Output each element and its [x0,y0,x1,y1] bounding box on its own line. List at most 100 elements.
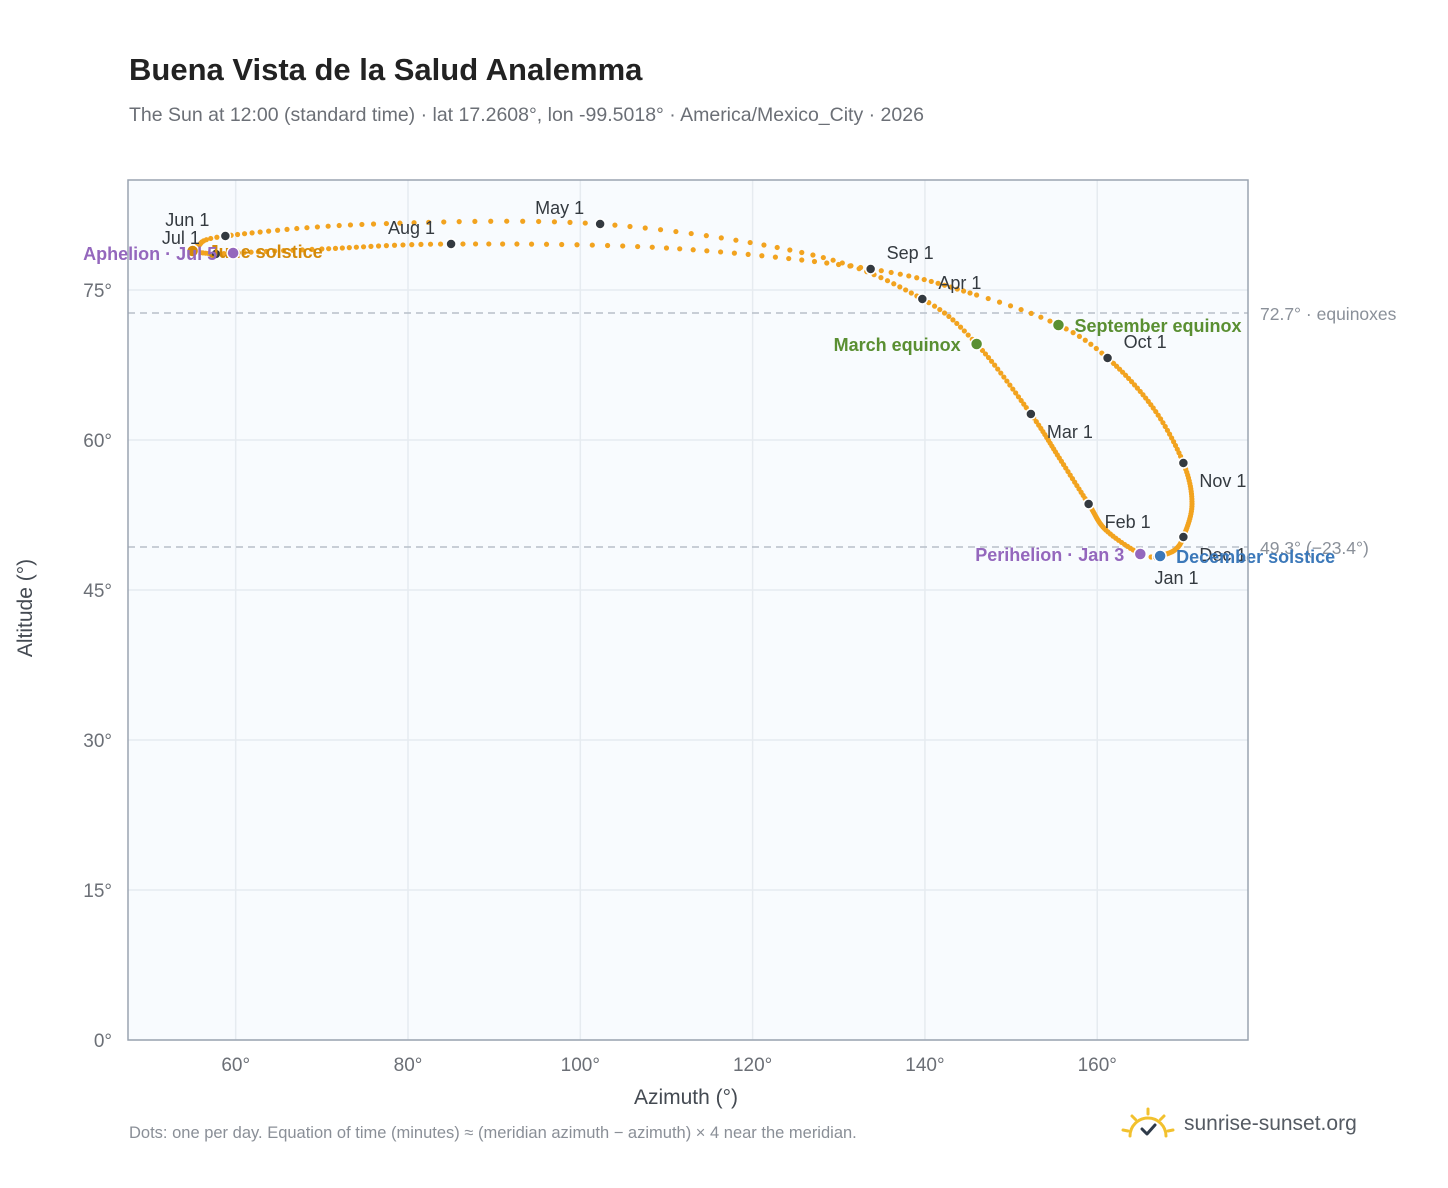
month-marker [1177,457,1190,469]
day-dot [1157,416,1164,422]
analemma-path [188,218,1195,560]
day-dot [1047,318,1053,324]
day-dot [620,243,626,249]
month-label: Aug 1 [388,218,435,238]
y-axis-label: Altitude (°) [14,559,37,657]
day-dot [234,231,241,238]
chart-subtitle: The Sun at 12:00 (standard time) · lat 1… [129,104,924,126]
day-dot [891,281,897,287]
footnote: Dots: one per day. Equation of time (min… [129,1124,857,1142]
month-marker [864,263,877,275]
day-dot [339,245,345,251]
day-dot [961,288,967,294]
day-dot [567,219,573,225]
day-dot [1153,408,1159,415]
day-dot [1033,419,1039,425]
month-marker [1082,498,1095,510]
y-tick-label: 45° [83,581,112,602]
month-label: Jul 1 [162,228,200,248]
day-dot [290,247,296,253]
month-marker [916,293,929,305]
day-dot [903,287,909,293]
day-dot [400,242,406,248]
day-dot [383,243,389,249]
day-dot [1028,310,1034,316]
event-label: September equinox [1074,316,1241,336]
event-marker [185,244,200,258]
day-dot [1088,341,1094,347]
day-dot [627,223,633,230]
day-dot [937,306,943,313]
y-tick-label: 0° [94,1031,112,1052]
day-dot [703,233,709,239]
day-dot [941,282,948,288]
day-dot [1166,431,1173,437]
day-dot [255,249,262,255]
day-dot [1018,397,1024,404]
day-dot [472,218,478,225]
month-label: Apr 1 [938,273,981,293]
day-dot [787,247,793,253]
day-dot [974,292,980,298]
day-dot [1004,378,1010,384]
day-dot [673,228,679,235]
day-dot [319,246,325,252]
plot-area [128,180,1248,1040]
day-dot [799,249,805,256]
day-dot [426,219,432,225]
day-dot [985,295,991,302]
y-tick-label: 75° [83,281,112,302]
event-label: Perihelion · Jan 3 [975,545,1124,565]
reference-lines: 72.7° · equinoxes 49.3° (−23.4°) [128,304,1397,558]
day-dot [359,221,365,228]
day-dot [688,230,694,237]
day-dot [731,250,737,256]
day-dot [878,268,884,274]
day-dot [1099,350,1105,356]
day-dot [836,261,842,268]
month-marker [1101,352,1114,364]
day-dot [309,246,315,253]
event-marker [1133,547,1148,561]
day-dot [409,242,415,248]
x-tick-label: 120° [733,1055,772,1076]
day-dot [998,370,1004,376]
chart-title: Buena Vista de la Salud Analemma [129,52,643,87]
day-dot [988,358,995,364]
day-dot [275,227,281,233]
day-dot [304,225,310,231]
day-dot [906,273,912,279]
event-marker [1051,318,1066,332]
day-dot [299,247,305,253]
month-label: May 1 [535,198,584,218]
day-dot [982,351,989,357]
brand[interactable]: sunrise-sunset.org [1120,1104,1357,1144]
day-dot [1015,394,1022,400]
day-dot [332,245,339,251]
y-tick-label: 30° [83,731,112,752]
day-dot [961,328,967,334]
day-dot [528,241,535,247]
day-dot [1076,333,1083,340]
x-tick-label: 160° [1078,1055,1117,1076]
day-dot [1093,345,1099,352]
event-marker [226,246,240,260]
day-dot [761,242,767,248]
day-dot [1021,401,1027,407]
day-dot [772,254,778,260]
day-dot [935,280,941,286]
day-dot [375,243,382,249]
day-dot [472,241,479,247]
day-dot [878,275,884,281]
month-label: Jan 1 [1155,568,1199,588]
day-dot [437,241,444,247]
day-dot [677,246,683,252]
day-dot [820,254,826,261]
event-label: June solstice [209,242,323,262]
day-dot [759,253,765,259]
day-dot [418,241,424,247]
day-dot [1007,382,1013,388]
month-marker [1025,408,1037,420]
